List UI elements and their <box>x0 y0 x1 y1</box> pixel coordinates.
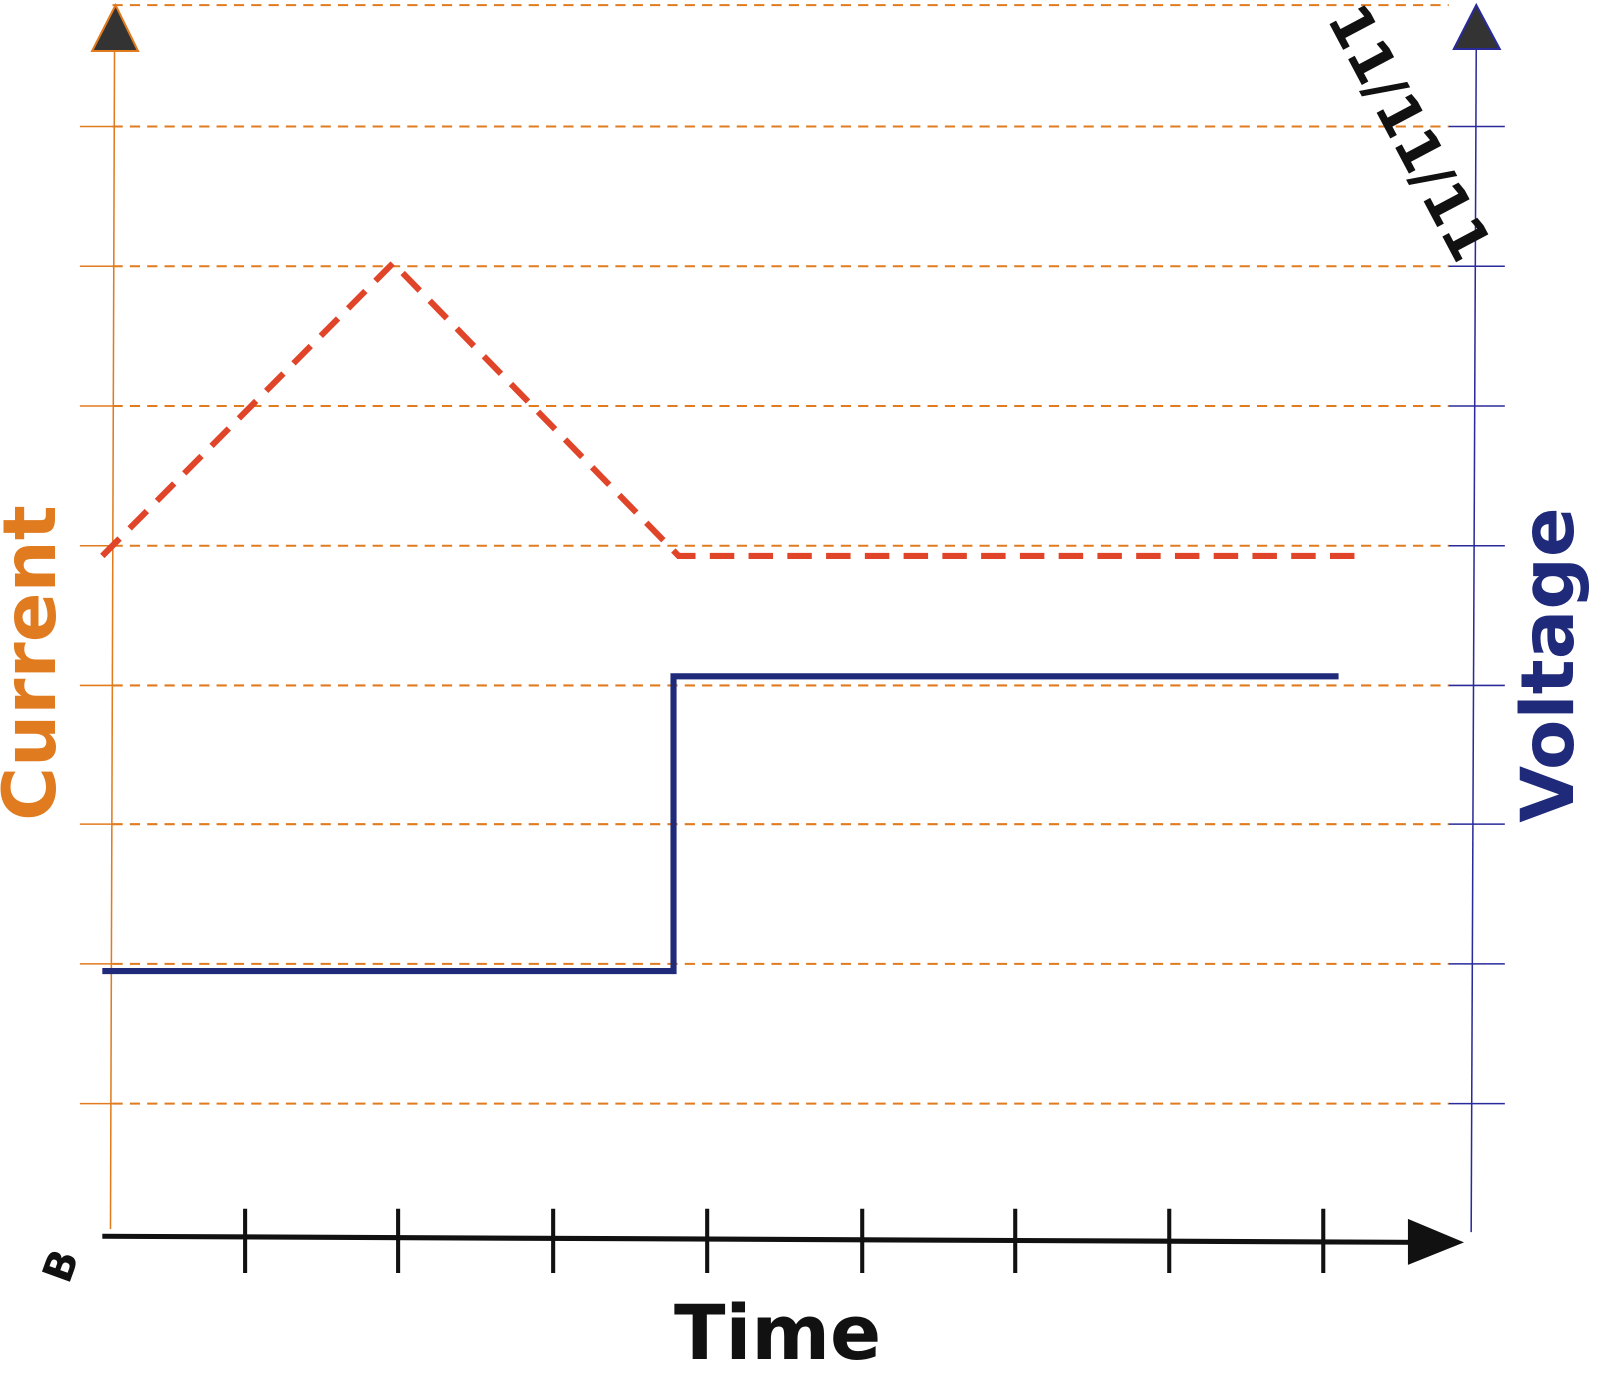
voltage-arrow <box>1452 2 1502 50</box>
time-label: Time <box>674 1289 881 1376</box>
voltage-line <box>102 673 1339 975</box>
time-ticks <box>243 1208 1326 1273</box>
grid <box>112 4 1449 1105</box>
current-arrow <box>90 2 140 53</box>
time-arrow <box>1407 1218 1465 1265</box>
signature: B <box>33 1243 89 1289</box>
current-line <box>100 258 1368 559</box>
voltage-axis <box>1470 40 1478 1233</box>
time-axis <box>102 1233 1424 1245</box>
right-ticks <box>1448 125 1505 1105</box>
current-label: Current <box>0 505 73 821</box>
left-ticks <box>79 125 113 1105</box>
voltage-label: Voltage <box>1506 507 1591 822</box>
current-axis <box>109 40 116 1230</box>
